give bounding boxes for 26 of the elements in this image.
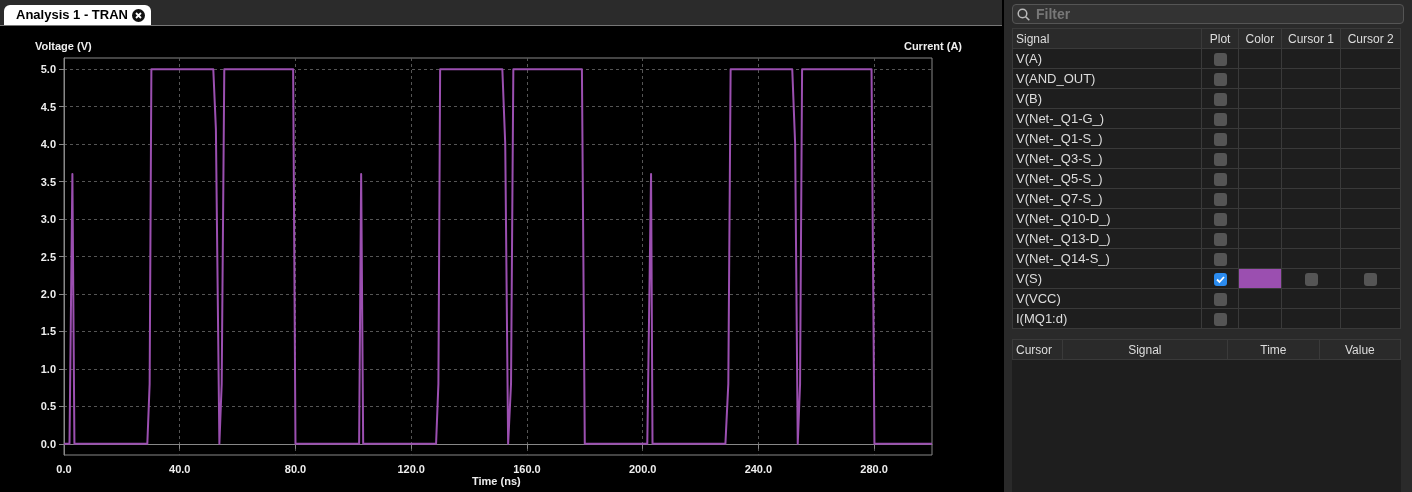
x-tick-label: 0.0 bbox=[56, 462, 72, 475]
y-tick-label: 3.5 bbox=[40, 175, 56, 188]
y-tick-label: 1.0 bbox=[40, 362, 56, 375]
x-tick-label: 120.0 bbox=[397, 462, 425, 475]
text: Filter bbox=[1036, 6, 1071, 22]
x-tick-label: 280.0 bbox=[860, 462, 888, 475]
y-tick-label: 5.0 bbox=[40, 63, 56, 76]
x-tick-label: 160.0 bbox=[513, 462, 541, 475]
y-tick-label: 4.0 bbox=[40, 138, 56, 151]
y-tick-label: 1.5 bbox=[40, 325, 56, 338]
x-tick-label: 240.0 bbox=[744, 462, 773, 475]
y-tick-label: 4.5 bbox=[40, 100, 56, 113]
x-tick-label: 200.0 bbox=[628, 462, 657, 475]
chart-title: Analysis 1 - TRAN bbox=[16, 6, 128, 24]
y-tick-label: 0.0 bbox=[40, 437, 56, 450]
x-tick-label: 40.0 bbox=[169, 462, 191, 475]
x-axis-title: Time (ns) bbox=[472, 474, 522, 487]
y2-axis-title: Current (A) bbox=[903, 39, 963, 52]
y-tick-label: 2.5 bbox=[40, 250, 56, 263]
y-tick-label: 3.0 bbox=[40, 213, 56, 226]
signal-table: Signal Plot Color Cursor 1 Cursor 2 V(A) V(AND_OUT) V(B) V(Net-_Q1-G_) V(Net-_Q1-S_) V(Net-_Q3-S_) V(Net-_Q5-S_) V(Net-_Q7-S_) V(Net-_Q10-D_) V(Net-_Q13-D_) V(Net-_Q14-S_) V(S) V(VCC) I(MQ1:d) bbox=[1012, 28, 1401, 329]
y-axis-title: Voltage (V) bbox=[35, 39, 92, 52]
y-tick-label: 0.5 bbox=[40, 400, 56, 413]
cursor-table: Cursor Signal Time Value bbox=[1012, 339, 1401, 360]
y-tick-label: 2.0 bbox=[40, 287, 56, 300]
x-tick-label: 80.0 bbox=[284, 462, 307, 475]
